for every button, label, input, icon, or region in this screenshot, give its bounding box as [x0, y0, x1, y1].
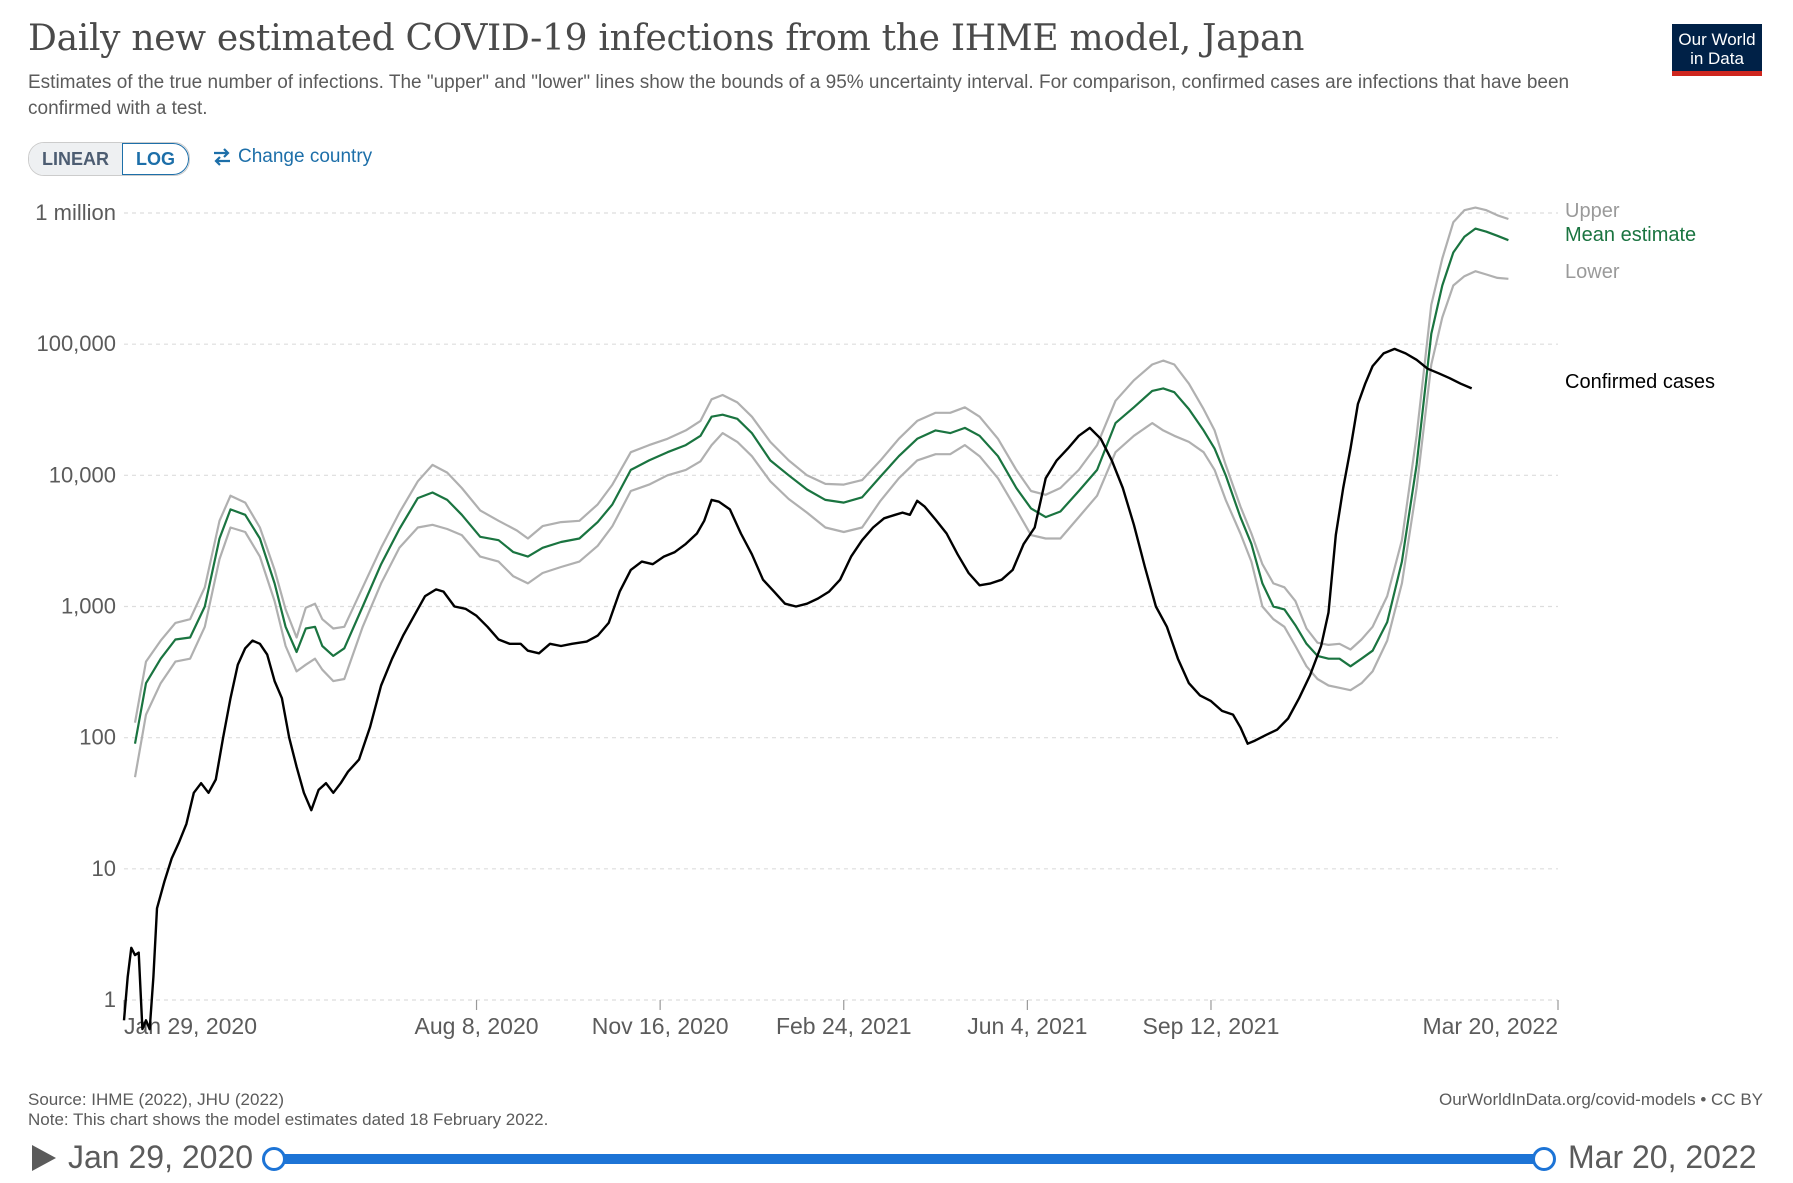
x-tick-label: Mar 20, 2022 [1422, 1013, 1558, 1039]
logo-line-1: Our World [1678, 30, 1756, 49]
note-text: Note: This chart shows the model estimat… [28, 1110, 549, 1129]
timeline-start-label: Jan 29, 2020 [68, 1139, 254, 1175]
y-tick-label: 1 million [35, 200, 116, 225]
x-tick-label: Nov 16, 2020 [592, 1013, 729, 1039]
timeline-slider: Jan 29, 2020 Mar 20, 2022 [0, 1135, 1793, 1183]
x-tick-label: Aug 8, 2020 [415, 1013, 539, 1039]
line-chart: 1 10 100 1,000 10,000 100,000 1 million Jan 29… [35, 200, 1715, 1039]
series-label-confirmed-cases: Confirmed cases [1565, 371, 1715, 393]
x-tick-label: Feb 24, 2021 [776, 1013, 912, 1039]
x-axis: Jan 29, 2020 Aug 8, 2020 Nov 16, 2020 Feb 2… [123, 1000, 1559, 1039]
change-country-label: Change country [238, 146, 373, 167]
chart-title: Daily new estimated COVID-19 infections … [28, 18, 1305, 59]
y-tick-label: 1 [104, 987, 116, 1012]
logo-line-2: in Data [1690, 49, 1744, 68]
scale-toggle: LINEAR LOG [28, 142, 190, 176]
series-line-confirmed-cases[interactable] [122, 347, 1473, 1031]
y-tick-label: 10 [92, 856, 116, 881]
series-line-upper[interactable] [133, 206, 1509, 723]
y-tick-label: 1,000 [61, 594, 116, 619]
linear-scale-button[interactable]: LINEAR [29, 143, 122, 175]
timeline-end-handle[interactable] [1532, 1147, 1556, 1171]
y-tick-label: 100 [79, 725, 116, 750]
change-country-button[interactable]: Change country [212, 146, 372, 168]
series-lines [122, 206, 1509, 1031]
series-label-upper: Upper [1565, 200, 1620, 222]
log-scale-button[interactable]: LOG [122, 143, 189, 175]
play-icon[interactable] [32, 1145, 56, 1171]
owid-logo[interactable]: Our World in Data [1672, 24, 1762, 76]
swap-arrows-icon [214, 148, 230, 166]
x-tick-label: Jun 4, 2021 [967, 1013, 1087, 1039]
x-tick-label: Jan 29, 2020 [124, 1013, 257, 1039]
x-tick-label: Sep 12, 2021 [1143, 1013, 1280, 1039]
source-text: Source: IHME (2022), JHU (2022) [28, 1090, 285, 1109]
footer-sources: Source: IHME (2022), JHU (2022) Note: Th… [28, 1090, 548, 1130]
chart-subtitle: Estimates of the true number of infectio… [28, 72, 1570, 119]
series-label-lower: Lower [1565, 261, 1620, 283]
footer-url[interactable]: OurWorldInData.org/covid-models • CC BY [1438, 1090, 1763, 1109]
series-line-lower[interactable] [133, 270, 1509, 778]
y-tick-label: 10,000 [49, 462, 116, 487]
timeline-track[interactable] [274, 1154, 1544, 1164]
series-label-mean-estimate: Mean estimate [1565, 224, 1696, 246]
timeline-end-label: Mar 20, 2022 [1568, 1139, 1757, 1175]
grid-lines [124, 212, 1558, 1001]
y-axis-labels: 1 10 100 1,000 10,000 100,000 1 million [35, 200, 116, 1012]
timeline-start-handle[interactable] [262, 1147, 286, 1171]
y-tick-label: 100,000 [36, 331, 116, 356]
series-line-mean-estimate[interactable] [133, 227, 1509, 744]
